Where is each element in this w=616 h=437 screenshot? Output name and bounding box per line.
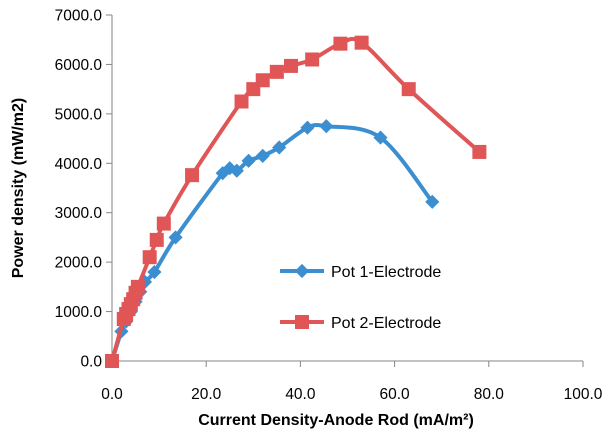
x-tick-label: 0.0: [101, 386, 123, 403]
y-tick-label: 3000.0: [55, 205, 103, 222]
data-point-pot-2: [105, 354, 119, 368]
data-point-pot-2: [156, 216, 171, 231]
data-point-pot-1: [147, 264, 162, 280]
legend-marker-pot-1: [294, 263, 310, 279]
data-point-pot-2: [354, 35, 369, 50]
data-point-pot-1: [272, 140, 287, 155]
x-tick-label: 60.0: [380, 386, 411, 403]
series-line-pot-2: [110, 36, 481, 362]
y-tick-label: 7000.0: [55, 8, 103, 25]
data-point-pot-2: [472, 144, 487, 159]
y-tick-label: 1000.0: [55, 304, 103, 321]
y-tick-label: 2000.0: [55, 255, 103, 272]
data-point-pot-2: [305, 52, 320, 67]
data-point-pot-1: [319, 119, 334, 134]
data-point-pot-1: [373, 130, 388, 145]
data-point-pot-2: [130, 279, 145, 294]
data-point-pot-2: [185, 168, 200, 183]
data-point-pot-2: [234, 94, 249, 109]
x-tick-label: 80.0: [474, 386, 505, 403]
y-tick-label: 4000.0: [55, 156, 103, 173]
y-tick-label: 5000.0: [55, 106, 103, 123]
data-point-pot-1: [168, 230, 183, 245]
data-point-pot-2: [142, 250, 157, 265]
data-point-pot-1: [255, 148, 270, 163]
data-point-pot-1: [241, 153, 256, 168]
axis-ticks: 0.0 1000.0 2000.0 3000.0 4000.0 5000.0 6000.0 7…: [55, 8, 603, 404]
legend-label-pot-1: Pot 1-Electrode: [331, 264, 441, 281]
data-point-pot-2: [255, 73, 270, 88]
data-point-pot-2: [333, 36, 348, 51]
legend-label-pot-2: Pot 2-Electrode: [331, 315, 441, 332]
y-tick-label: 0.0: [80, 354, 102, 371]
legend-marker-pot-2: [295, 315, 309, 329]
legend-entry-pot-2: Pot 2-Electrode: [280, 315, 441, 332]
data-point-pot-1: [229, 163, 244, 178]
legend-entry-pot-1: Pot 1-Electrode: [280, 263, 441, 281]
series-pot-2: [105, 35, 487, 368]
y-axis-title: Power density (mW/m2): [10, 98, 27, 278]
data-point-pot-2: [283, 58, 298, 73]
x-tick-label: 20.0: [191, 386, 222, 403]
legend: Pot 1-Electrode Pot 2-Electrode: [280, 263, 441, 332]
x-tick-label: 100.0: [564, 386, 603, 403]
y-tick-label: 6000.0: [55, 57, 103, 74]
x-axis-title: Current Density-Anode Rod (mA/m²): [198, 412, 474, 429]
data-point-pot-2: [401, 82, 416, 97]
data-point-pot-2: [269, 64, 284, 79]
data-point-pot-1: [425, 194, 440, 209]
series-layer: [104, 35, 487, 369]
data-point-pot-2: [149, 232, 164, 247]
data-point-pot-1: [300, 120, 315, 135]
x-tick-label: 40.0: [285, 386, 316, 403]
